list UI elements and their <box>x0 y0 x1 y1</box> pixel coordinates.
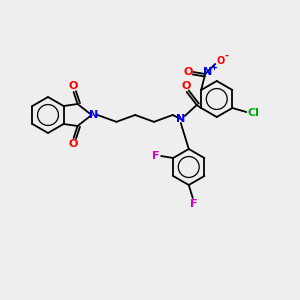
Text: Cl: Cl <box>248 108 259 118</box>
Text: O: O <box>181 81 190 91</box>
Text: O: O <box>69 139 78 149</box>
Text: N: N <box>176 114 185 124</box>
Text: F: F <box>152 151 160 161</box>
Text: N: N <box>202 67 212 77</box>
Text: +: + <box>210 64 217 73</box>
Text: O: O <box>216 56 224 66</box>
Text: F: F <box>190 199 197 209</box>
Text: O: O <box>69 81 78 91</box>
Text: N: N <box>89 110 98 120</box>
Text: O: O <box>184 67 193 77</box>
Text: -: - <box>224 51 228 61</box>
